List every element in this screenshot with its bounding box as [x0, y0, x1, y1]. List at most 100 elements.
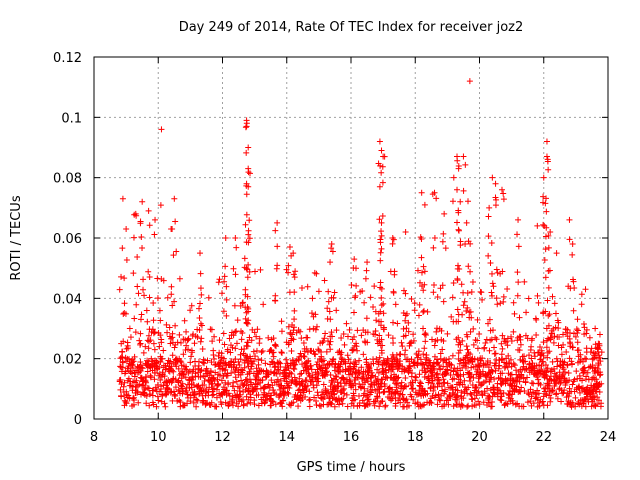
data-point: [272, 363, 279, 370]
data-point: [241, 255, 248, 262]
data-point: [347, 360, 354, 367]
data-point: [286, 289, 293, 296]
data-point: [536, 344, 543, 351]
data-point: [239, 300, 246, 307]
data-point: [504, 286, 511, 293]
data-point: [540, 193, 547, 200]
data-point: [392, 301, 399, 308]
data-point: [312, 351, 319, 358]
data-point: [530, 380, 537, 387]
data-point: [535, 299, 542, 306]
data-point: [522, 358, 529, 365]
data-point: [473, 402, 480, 409]
x-tick-label: 8: [90, 430, 98, 445]
data-point: [197, 338, 204, 345]
data-point: [476, 401, 483, 408]
x-tick-label: 18: [407, 430, 424, 445]
data-point: [255, 391, 262, 398]
data-point: [285, 323, 292, 330]
data-point: [401, 367, 408, 374]
data-point: [362, 392, 369, 399]
data-point: [470, 341, 477, 348]
data-point: [152, 369, 159, 376]
data-point: [265, 371, 272, 378]
data-point: [556, 334, 563, 341]
data-point: [434, 359, 441, 366]
data-point: [496, 362, 503, 369]
data-point: [260, 301, 267, 308]
data-point: [542, 390, 549, 397]
data-point: [417, 380, 424, 387]
data-point: [172, 322, 179, 329]
data-point: [277, 377, 284, 384]
data-point: [295, 403, 302, 410]
data-point: [246, 235, 253, 242]
data-point: [581, 331, 588, 338]
data-point: [120, 383, 127, 390]
data-point: [319, 339, 326, 346]
data-point: [421, 201, 428, 208]
data-point: [143, 379, 150, 386]
data-point: [327, 401, 334, 408]
data-point: [213, 403, 220, 410]
data-point: [328, 241, 335, 248]
data-point: [218, 290, 225, 297]
data-point: [164, 294, 171, 301]
data-point: [428, 399, 435, 406]
data-point: [438, 383, 445, 390]
data-point: [300, 340, 307, 347]
data-point: [243, 320, 250, 327]
data-point: [380, 300, 387, 307]
data-point: [494, 301, 501, 308]
data-point: [214, 376, 221, 383]
data-point: [153, 403, 160, 410]
data-point: [143, 400, 150, 407]
data-point: [460, 153, 467, 160]
data-point: [255, 356, 262, 363]
data-point: [132, 329, 139, 336]
data-point: [431, 366, 438, 373]
data-point: [255, 402, 262, 409]
data-point: [305, 357, 312, 364]
data-point: [552, 380, 559, 387]
data-point: [463, 343, 470, 350]
data-point: [216, 276, 223, 283]
data-point: [598, 349, 605, 356]
data-point: [378, 318, 385, 325]
data-point: [151, 346, 158, 353]
data-point: [467, 377, 474, 384]
data-point: [381, 383, 388, 390]
data-point: [445, 401, 452, 408]
data-point: [464, 346, 471, 353]
data-point: [523, 309, 530, 316]
data-point: [500, 293, 507, 300]
data-point: [313, 401, 320, 408]
data-point: [580, 320, 587, 327]
data-point: [131, 373, 138, 380]
data-point: [366, 400, 373, 407]
data-point: [330, 356, 337, 363]
data-point: [457, 347, 464, 354]
data-point: [489, 368, 496, 375]
data-point: [223, 283, 230, 290]
data-point: [310, 325, 317, 332]
data-point: [187, 307, 194, 314]
data-point: [588, 345, 595, 352]
data-point: [547, 335, 554, 342]
data-point: [349, 336, 356, 343]
data-point: [485, 320, 492, 327]
data-point: [561, 369, 568, 376]
data-point: [504, 342, 511, 349]
data-point: [284, 362, 291, 369]
data-point: [455, 227, 462, 234]
data-point: [574, 339, 581, 346]
data-point: [489, 174, 496, 181]
data-point: [224, 348, 231, 355]
data-point: [454, 277, 461, 284]
data-point: [206, 377, 213, 384]
data-point: [516, 378, 523, 385]
data-point: [125, 375, 132, 382]
data-point: [354, 327, 361, 334]
data-point: [122, 310, 129, 317]
data-point: [401, 368, 408, 375]
